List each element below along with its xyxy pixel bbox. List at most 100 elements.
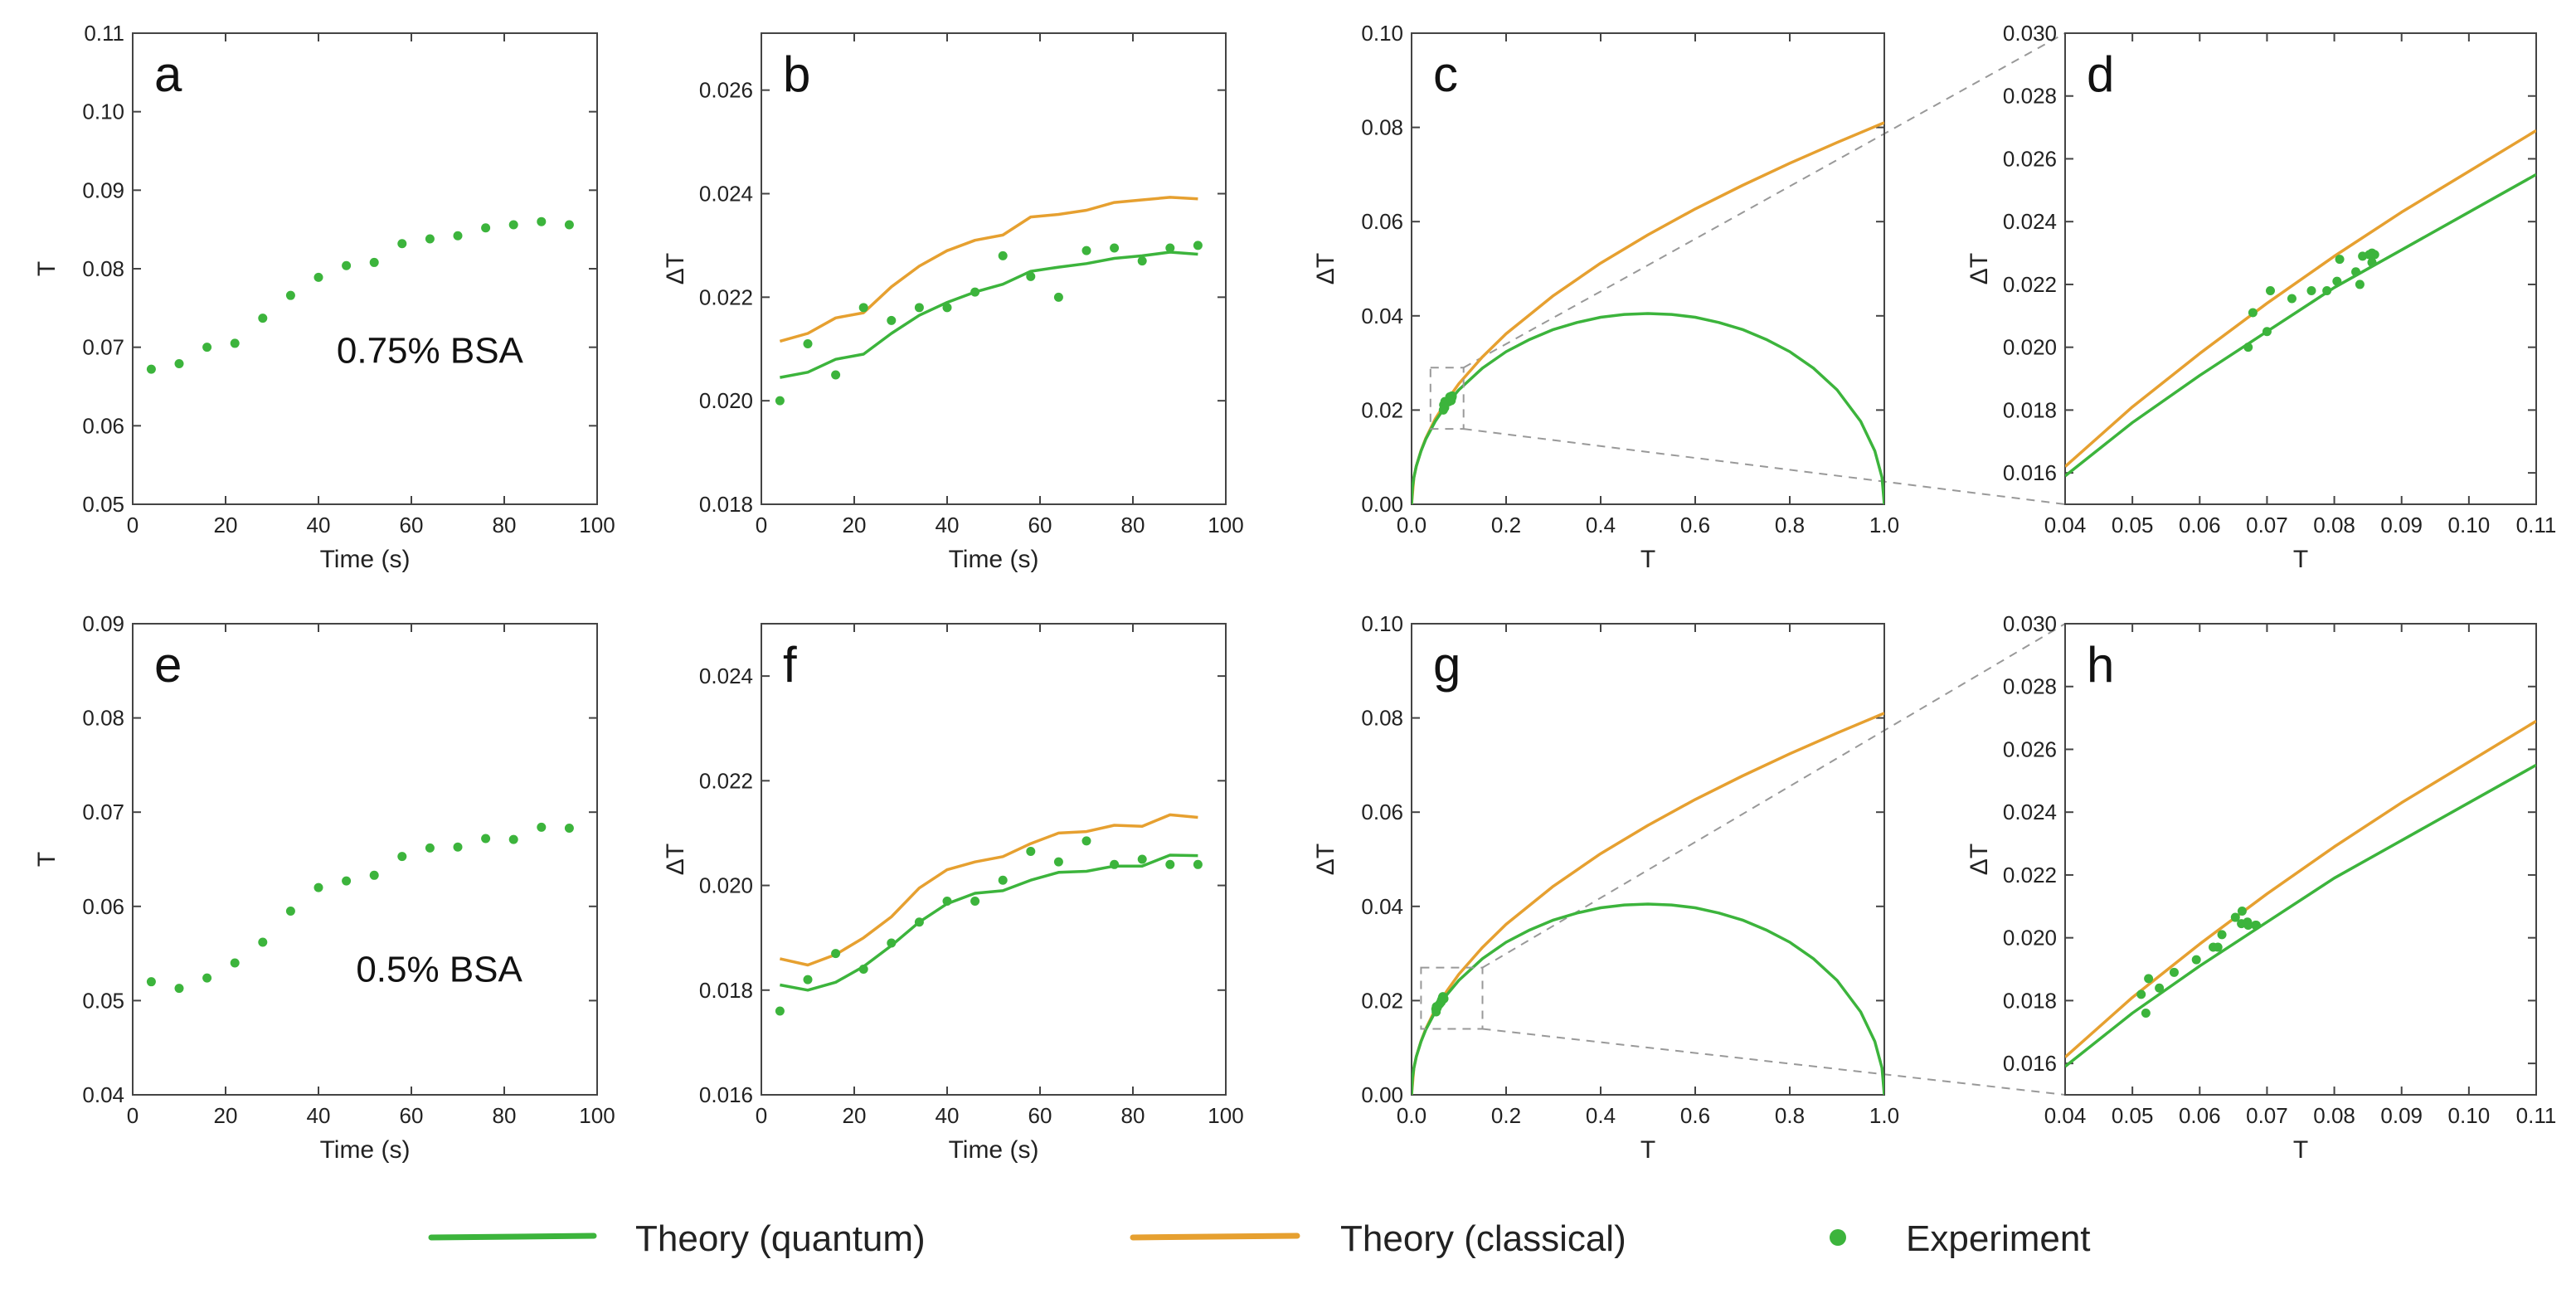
legend-classical-swatch <box>1130 1233 1300 1241</box>
x-tick-label-h: 0.04 <box>2044 1103 2087 1128</box>
y-axis-title-d: ΔT <box>1966 253 1993 284</box>
y-axis-title-b: ΔT <box>662 253 689 284</box>
panel-h: 0.04 0.05 0.06 0.07 0.08 0.09 0.10 0.11 0.016 0.0… <box>1966 611 2556 1164</box>
panel-label-g: g <box>1433 637 1461 693</box>
x-tick-label-e: 80 <box>493 1103 517 1128</box>
experiment-point-e <box>313 882 323 892</box>
y-tick-label-g: 0.08 <box>1361 706 1403 731</box>
x-tick-label-f: 40 <box>936 1103 960 1128</box>
quantum-line-d <box>2065 173 2536 478</box>
experiment-point-a <box>369 257 379 267</box>
experiment-point-e <box>481 834 491 844</box>
x-tick-label-b: 20 <box>843 513 867 537</box>
zoom-box-g <box>1420 966 1484 1030</box>
classical-line-f <box>780 813 1198 967</box>
experiment-point-a <box>146 364 156 374</box>
experiment-point-e <box>342 876 352 886</box>
experiment-point-e <box>564 824 574 834</box>
panel-a: 0 20 40 60 80 100 0.05 0.06 0.07 0.08 0.09 0.10 0.11… <box>33 21 615 573</box>
plot-frame-b <box>761 32 1227 505</box>
y-tick-label-h: 0.028 <box>2003 674 2057 699</box>
x-axis-title-e: Time (s) <box>320 1136 411 1164</box>
experiment-point-d <box>2262 327 2272 337</box>
experiment-point-b <box>887 315 897 325</box>
series-group-e <box>146 822 574 994</box>
panel-b: 0 20 40 60 80 100 0.018 0.020 0.022 0.024 0.026 Tim… <box>662 32 1244 573</box>
experiment-point-h <box>2144 974 2154 984</box>
experiment-point-d <box>2265 286 2275 296</box>
experiment-point-h <box>2191 955 2201 965</box>
y-tick-label-a: 0.09 <box>82 177 124 202</box>
zoom-connector-g <box>1481 623 2066 969</box>
y-axis-title-f: ΔT <box>662 844 689 875</box>
experiment-point-g <box>1439 994 1449 1004</box>
experiment-point-a <box>453 231 463 241</box>
y-tick-label-a: 0.06 <box>82 413 124 438</box>
x-tick-label-d: 0.09 <box>2380 513 2423 537</box>
x-tick-label-c: 0.4 <box>1586 513 1616 537</box>
x-tick-label-d: 0.10 <box>2448 513 2491 537</box>
y-tick-label-d: 0.020 <box>2003 335 2057 360</box>
y-tick-label-e: 0.04 <box>82 1082 124 1107</box>
experiment-point-f <box>970 896 980 906</box>
panel-label-h: h <box>2087 637 2114 693</box>
y-tick-label-f: 0.022 <box>699 768 753 793</box>
experiment-point-f <box>858 965 868 975</box>
y-tick-label-f: 0.020 <box>699 873 753 898</box>
x-tick-label-c: 0.6 <box>1680 513 1710 537</box>
y-tick-label-c: 0.06 <box>1361 209 1403 234</box>
experiment-point-e <box>230 958 240 968</box>
experiment-point-a <box>258 314 268 323</box>
y-axis-title-e: T <box>33 852 61 867</box>
y-tick-label-h: 0.020 <box>2003 926 2057 951</box>
legend: Theory (quantum) Theory (classical) Expe… <box>428 1218 2091 1259</box>
y-tick-label-b: 0.026 <box>699 78 753 103</box>
quantum-line-c <box>1412 312 1884 504</box>
x-tick-label-a: 40 <box>307 513 331 537</box>
experiment-point-e <box>537 822 547 832</box>
experiment-point-d <box>2335 255 2345 265</box>
plot-frame-f <box>761 623 1227 1096</box>
experiment-point-a <box>397 239 407 249</box>
panel-label-a: a <box>154 46 182 102</box>
panel-label-e: e <box>154 637 182 693</box>
zoom-connector-g <box>1482 1028 2066 1096</box>
experiment-point-d <box>2287 294 2297 304</box>
y-tick-label-c: 0.10 <box>1361 21 1403 46</box>
experiment-point-e <box>202 973 212 983</box>
y-tick-label-d: 0.024 <box>2003 209 2057 234</box>
y-tick-label-g: 0.10 <box>1361 611 1403 636</box>
x-tick-label-h: 0.06 <box>2179 1103 2221 1128</box>
experiment-point-a <box>425 234 435 244</box>
experiment-point-b <box>1165 243 1175 253</box>
y-tick-label-c: 0.04 <box>1361 304 1403 328</box>
x-tick-label-d: 0.08 <box>2313 513 2355 537</box>
y-tick-label-b: 0.020 <box>699 388 753 413</box>
x-axis-title-g: T <box>1640 1136 1655 1164</box>
experiment-point-f <box>942 896 952 906</box>
experiment-point-e <box>258 937 268 947</box>
x-tick-label-d: 0.07 <box>2246 513 2288 537</box>
x-tick-label-a: 60 <box>400 513 424 537</box>
x-tick-label-c: 1.0 <box>1869 513 1899 537</box>
experiment-point-b <box>914 303 924 313</box>
y-tick-label-b: 0.018 <box>699 492 753 517</box>
panel-f: 0 20 40 60 80 100 0.016 0.018 0.020 0.022 0.024 Tim… <box>662 623 1244 1164</box>
x-axis-title-a: Time (s) <box>320 546 411 573</box>
experiment-point-h <box>2237 906 2247 916</box>
panels: 0 20 40 60 80 100 0.05 0.06 0.07 0.08 0.09 0.10 0.11… <box>33 21 2556 1164</box>
experiment-point-h <box>2136 989 2146 999</box>
series-group-g <box>1412 712 1884 1095</box>
x-tick-label-g: 0.4 <box>1586 1103 1616 1128</box>
experiment-point-e <box>174 984 184 994</box>
x-tick-label-e: 100 <box>579 1103 615 1128</box>
x-axis-title-c: T <box>1640 546 1655 573</box>
experiment-point-a <box>481 223 491 233</box>
experiment-point-h <box>2213 942 2223 952</box>
experiment-point-d <box>2332 276 2342 286</box>
plot-frame-e <box>132 623 598 1096</box>
experiment-point-d <box>2306 286 2316 296</box>
experiment-point-f <box>1137 854 1147 864</box>
series-group-d <box>2065 129 2536 478</box>
y-tick-label-g: 0.02 <box>1361 988 1403 1013</box>
